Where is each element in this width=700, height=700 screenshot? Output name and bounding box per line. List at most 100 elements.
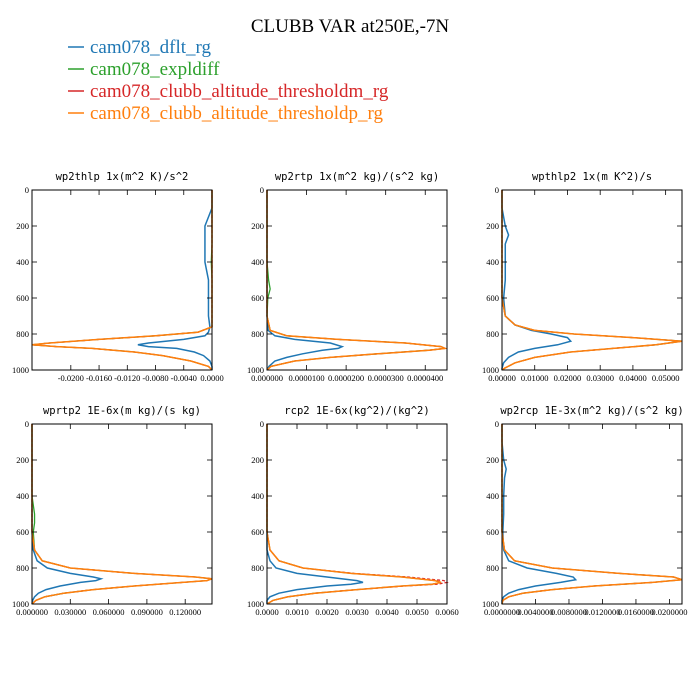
y-tick-label: 400 [16,491,29,501]
series-line [31,424,104,605]
y-tick-label: 800 [251,329,264,339]
y-tick-label: 0 [260,185,264,195]
x-tick-label: 0.0200000 [651,607,687,617]
legend-label: cam078_dflt_rg [90,37,212,58]
y-tick-label: 0 [25,185,29,195]
x-tick-label: 0.000000 [16,607,48,617]
y-tick-label: 0 [25,419,29,429]
y-tick-label: 400 [251,257,264,267]
series-line [501,190,683,371]
legend: cam078_dflt_rg cam078_expldiff cam078_cl… [68,37,389,124]
x-tick-label: 0.0000100 [288,373,324,383]
figure-title: CLUBB VAR at250E,-7N [251,16,450,37]
x-tick-label: 0.0000000 [484,607,520,617]
series-line [31,424,213,605]
y-tick-label: 200 [251,455,264,465]
x-tick-label: -0.0040 [171,373,197,383]
y-tick-label: 600 [16,527,29,537]
x-tick-label: 0.0080000 [551,607,587,617]
y-tick-label: 600 [251,293,264,303]
x-tick-label: 0.02000 [554,373,582,383]
y-tick-label: 400 [486,257,499,267]
y-tick-label: 600 [251,527,264,537]
chart-panel: wp2thlp 1x(m^2 K)/s^2 0 200 400 600 800 1000 -0… [12,171,224,383]
plot-frame [501,423,683,605]
y-tick-label: 800 [16,329,29,339]
y-tick-label: 200 [16,221,29,231]
panel-title: rcp2 1E-6x(kg^2)/(kg^2) [284,405,429,417]
chart-panel: wpthlp2 1x(m K^2)/s 0 200 400 600 800 10000.00… [482,171,683,383]
panel-title: wpthlp2 1x(m K^2)/s [532,171,652,183]
y-tick-label: 0 [260,419,264,429]
series-line [501,424,683,605]
legend-entry: cam078_clubb_altitude_thresholdp_rg [68,103,384,124]
x-tick-label: 0.0000300 [368,373,404,383]
x-tick-label: 0.120000 [169,607,201,617]
legend-entry: cam078_clubb_altitude_thresholdm_rg [68,81,389,102]
x-tick-label: 0.030000 [54,607,86,617]
series-line [266,424,442,605]
chart-panel: wprtp2 1E-6x(m kg)/(s kg) 0 200 400 600 800 10… [12,405,213,617]
y-tick-label: 800 [251,563,264,573]
x-tick-label: 0.03000 [586,373,614,383]
series-line [266,424,449,605]
x-tick-label: -0.0160 [86,373,112,383]
y-tick-label: 400 [16,257,29,267]
y-tick-label: 1000 [482,599,499,609]
y-tick-label: 600 [486,527,499,537]
x-tick-label: 0.0120000 [584,607,620,617]
y-tick-label: 1000 [12,599,29,609]
y-tick-label: 600 [486,293,499,303]
x-tick-label: 0.0160000 [618,607,654,617]
legend-label: cam078_expldiff [90,59,220,80]
y-tick-label: 200 [486,221,499,231]
legend-entry: cam078_expldiff [68,59,220,80]
panel-title: wp2rtp 1x(m^2 kg)/(s^2 kg) [275,171,439,183]
y-tick-label: 600 [16,293,29,303]
plot-frame [501,189,683,371]
y-tick-label: 400 [251,491,264,501]
series-line [266,190,448,371]
series-line [31,190,213,371]
x-tick-label: 0.0000 [200,373,223,383]
chart-panel: wp2rtp 1x(m^2 kg)/(s^2 kg) 0 200 400 600 800 1… [247,171,448,383]
panels: wp2thlp 1x(m^2 K)/s^2 0 200 400 600 800 1000 -0… [12,171,688,617]
x-tick-label: 0.0040 [375,607,398,617]
x-tick-label: 0.060000 [93,607,125,617]
legend-label: cam078_clubb_altitude_thresholdp_rg [90,103,384,124]
series-line [501,424,683,605]
y-tick-label: 200 [16,455,29,465]
y-tick-label: 800 [486,329,499,339]
x-tick-label: 0.0040000 [517,607,553,617]
y-tick-label: 200 [251,221,264,231]
plot-frame [266,189,448,371]
chart-panel: rcp2 1E-6x(kg^2)/(kg^2) 0 200 400 600 800 1000… [247,405,459,617]
x-tick-label: 0.0060 [435,607,458,617]
y-tick-label: 200 [486,455,499,465]
x-tick-label: 0.090000 [131,607,163,617]
y-tick-label: 0 [495,419,499,429]
x-tick-label: 0.0010 [285,607,308,617]
x-tick-label: 0.04000 [619,373,647,383]
legend-label: cam078_clubb_altitude_thresholdm_rg [90,81,389,102]
x-tick-label: 0.01000 [521,373,549,383]
chart-panel: wp2rcp 1E-3x(m^2 kg)/(s^2 kg)0 200 400 600 8… [482,405,688,617]
series-line [266,190,448,371]
x-tick-label: 0.00000 [488,373,516,383]
y-tick-label: 1000 [482,365,499,375]
series-line [501,424,683,605]
x-tick-label: 0.0000400 [407,373,443,383]
y-tick-label: 800 [16,563,29,573]
y-tick-label: 400 [486,491,499,501]
panel-title: wp2rcp 1E-3x(m^2 kg)/(s^2 kg) [500,405,683,417]
series-line [266,190,448,371]
x-tick-label: -0.0080 [142,373,168,383]
y-tick-label: 0 [495,185,499,195]
x-tick-label: 0.0030 [345,607,368,617]
x-tick-label: 0.0000200 [328,373,364,383]
plot-frame [266,423,448,605]
x-tick-label: 0.05000 [652,373,680,383]
series-line [266,424,442,605]
series-line [501,190,683,371]
